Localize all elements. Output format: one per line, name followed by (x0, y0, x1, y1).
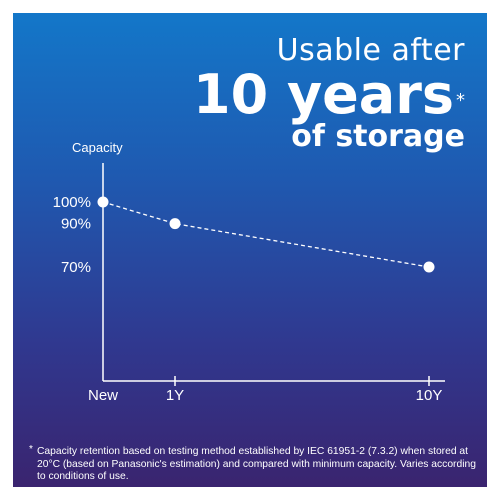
y-tick-label-0: 100% (53, 194, 91, 211)
data-point-New (97, 196, 109, 208)
headline-asterisk: * (456, 90, 465, 111)
headline-line1: Usable after (276, 33, 465, 68)
headline-line2: 10 years * (193, 67, 465, 123)
footnote-text: Capacity retention based on testing meth… (37, 446, 476, 482)
capacity-chart: Capacity New 1Y 10Y 100% 90% 70% (53, 140, 445, 404)
y-tick-label-1: 90% (61, 216, 91, 233)
x-tick-label-10Y: 10Y (416, 387, 443, 404)
footnote-asterisk: * (29, 444, 33, 455)
x-tick-label-New: New (88, 387, 118, 404)
headline: Usable after 10 years * of storage (193, 33, 465, 153)
headline-line3: of storage (291, 119, 465, 154)
y-axis-title: Capacity (72, 140, 123, 155)
data-point-1Y (169, 218, 181, 230)
footnote: * Capacity retention based on testing me… (29, 444, 477, 484)
ad-panel: Usable after 10 years * of storage Capaci… (13, 13, 487, 487)
y-tick-label-2: 70% (61, 259, 91, 276)
headline-line2-text: 10 years (193, 63, 454, 126)
data-point-10Y (423, 261, 435, 273)
capacity-line (102, 201, 430, 268)
x-tick-label-1Y: 1Y (166, 387, 184, 404)
